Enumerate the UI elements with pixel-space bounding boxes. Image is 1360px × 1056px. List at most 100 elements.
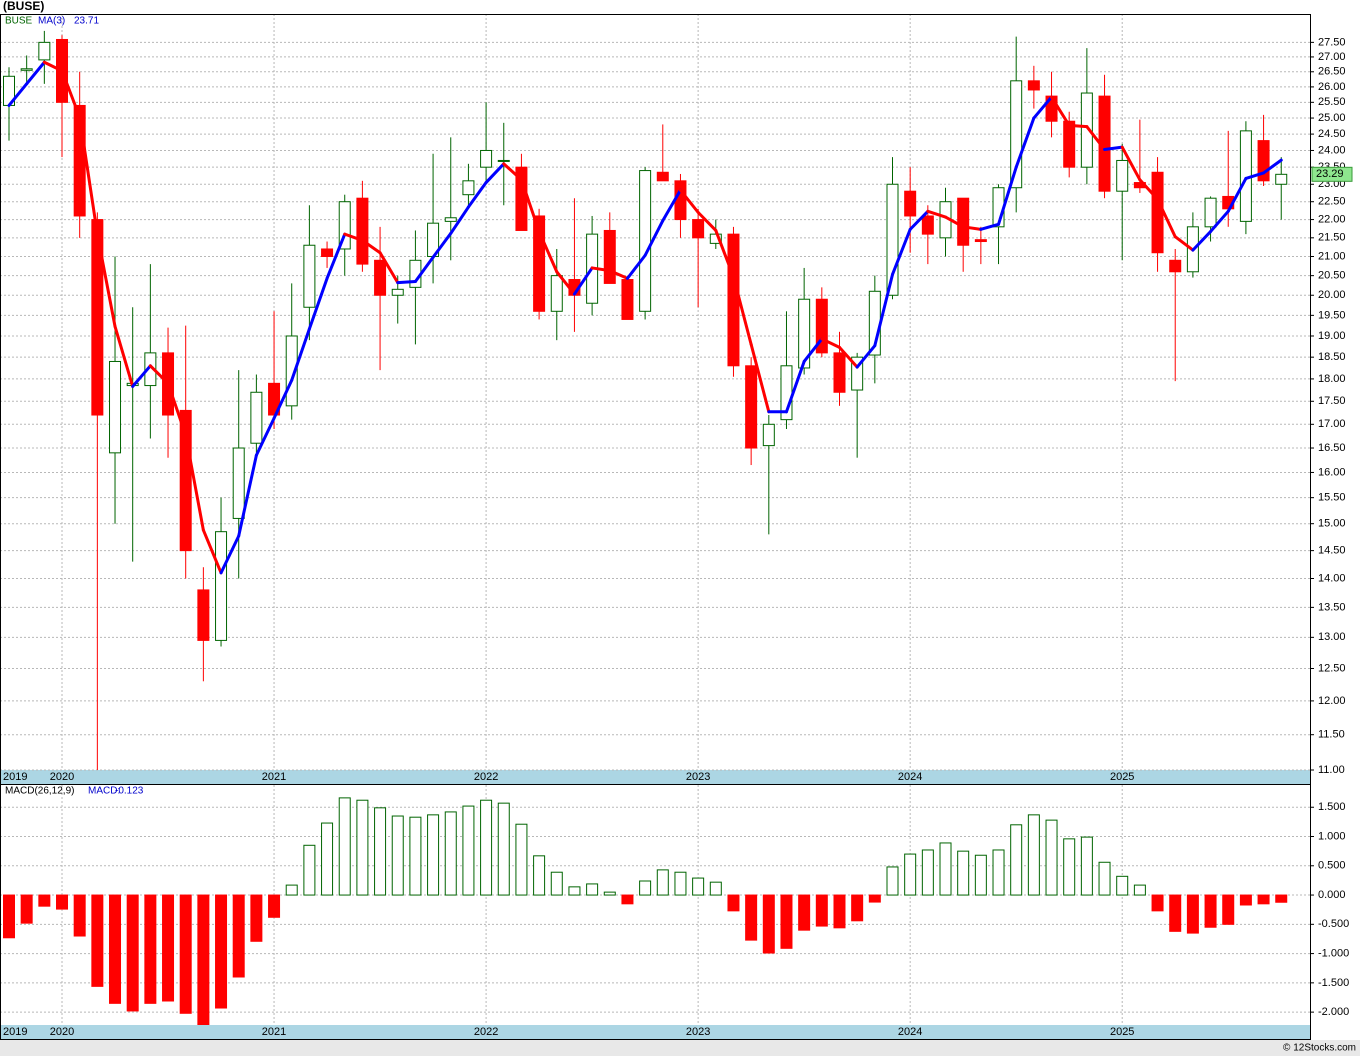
ma-segment: [908, 209, 930, 231]
macd-bar: [886, 866, 899, 896]
price-tag-label: 23.29: [1316, 168, 1344, 180]
macd-bar: [197, 894, 210, 1025]
ma-segment: [431, 231, 453, 259]
candle-body: [109, 360, 122, 454]
y-tick-label: 25.50: [1318, 96, 1346, 108]
y-tick-label: 11.50: [1318, 729, 1345, 741]
macd-bar: [851, 894, 864, 922]
y-tick-label: 21.00: [1318, 250, 1346, 262]
candle-body: [1151, 171, 1164, 254]
ma-segment: [1262, 158, 1283, 175]
y-tick-label: 0.000: [1318, 889, 1346, 901]
ma-segment: [997, 165, 1018, 226]
ma-segment: [519, 178, 541, 234]
macd-bar: [3, 894, 15, 939]
ma-segment: [343, 232, 364, 242]
candle-body: [603, 229, 616, 284]
ma-segment: [466, 181, 488, 209]
ma-segment: [1191, 230, 1213, 252]
ma-segment: [1032, 95, 1054, 120]
plot-area: [3, 30, 1288, 770]
candle-body: [197, 589, 210, 641]
macd-bar: [692, 877, 705, 896]
y-tick-label: 19.50: [1318, 309, 1346, 321]
candle-body: [321, 248, 334, 258]
macd-bar: [250, 894, 263, 942]
macd-bar: [462, 805, 475, 896]
macd-bar: [798, 894, 811, 931]
macd-bar: [639, 880, 652, 896]
macd-bar: [126, 894, 139, 1012]
y-tick-label: -2.000: [1318, 1006, 1349, 1018]
ma-segment: [537, 230, 559, 274]
ma-segment: [1209, 209, 1230, 234]
y-tick-label: 20.00: [1318, 289, 1346, 301]
legend-ma-value: 23.71: [74, 16, 99, 27]
ma-segment: [413, 255, 435, 283]
candle-body: [338, 201, 351, 250]
macd-bar: [586, 883, 599, 896]
ma-segment: [837, 345, 859, 369]
macd-bar: [38, 894, 51, 907]
ma-segment: [714, 228, 735, 279]
macd-bar: [1116, 875, 1129, 896]
ma-segment: [272, 378, 294, 420]
y-tick-label: 17.50: [1318, 395, 1346, 407]
ma-segment: [1050, 95, 1071, 127]
macd-bar: [268, 894, 281, 918]
macd-bar: [480, 799, 493, 896]
candle-body: [1080, 92, 1093, 168]
candle-body: [462, 180, 475, 196]
macd-bar: [356, 799, 369, 896]
candle-body: [639, 170, 652, 312]
macd-bar: [303, 844, 316, 896]
ma-segment: [1156, 197, 1177, 239]
macd-bar: [1186, 894, 1199, 934]
x-tick-label: 2024: [898, 1026, 922, 1038]
ma-segment: [148, 364, 170, 385]
macd-bar: [56, 894, 69, 910]
candle-body: [745, 365, 758, 449]
macd-bar: [656, 869, 669, 896]
candle-body: [232, 447, 245, 519]
macd-bar: [727, 894, 740, 912]
candle-body: [727, 233, 740, 367]
ma-segment: [95, 232, 117, 328]
macd-bar: [833, 894, 846, 929]
y-tick-label: 12.50: [1318, 662, 1346, 674]
x-tick-label: 2019: [3, 1026, 27, 1038]
macd-bar: [974, 854, 987, 896]
y-tick-label: 1.500: [1318, 801, 1346, 813]
ma-segment: [378, 251, 400, 285]
chart-title: (BUSE): [3, 0, 44, 13]
ma-segment: [696, 210, 718, 232]
footer: © 12Stocks.com: [1283, 1043, 1356, 1054]
macd-bar: [1239, 894, 1252, 906]
ma-segment: [661, 188, 682, 223]
legend-ma: MA(3): [38, 16, 65, 27]
ma-segment: [643, 219, 665, 257]
macd-bar: [162, 894, 175, 1002]
ma-segment: [113, 324, 135, 388]
ma-segment: [42, 60, 64, 73]
ma-segment: [1120, 145, 1142, 182]
ma-segment: [731, 275, 753, 346]
ma-segment: [360, 238, 382, 255]
macd-bar: [232, 894, 245, 978]
y-tick-label: -0.500: [1318, 918, 1349, 930]
ma-segment: [608, 269, 629, 280]
candle-body: [303, 244, 316, 308]
y-tick-label: 26.50: [1318, 66, 1346, 78]
x-tick-label: 2022: [474, 771, 498, 783]
macd-bar: [179, 894, 192, 1014]
y-tick-label: 22.50: [1318, 196, 1346, 208]
candle-body: [391, 288, 404, 296]
candle-body: [762, 423, 775, 447]
x-tick-label: 2023: [686, 771, 710, 783]
y-tick-label: 16.50: [1318, 442, 1346, 454]
candle-body: [974, 239, 987, 243]
ma-segment: [855, 344, 877, 369]
ma-segment: [555, 270, 576, 296]
y-tick-label: 13.50: [1318, 601, 1346, 613]
y-tick-label: 26.00: [1318, 81, 1346, 93]
